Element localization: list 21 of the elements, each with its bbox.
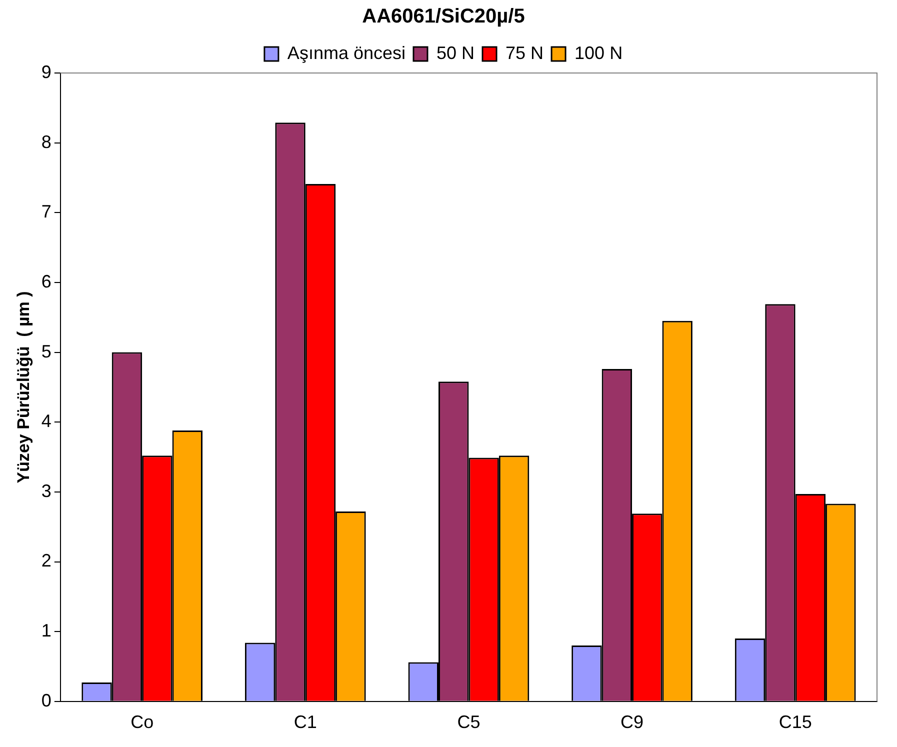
x-tick-label: C5 [457,712,480,732]
y-tick-label: 9 [41,62,52,82]
y-tick-label: 6 [41,271,52,292]
legend-label: Aşınma öncesi [287,42,406,63]
x-tick-label: C9 [620,712,644,732]
y-tick-label: 2 [41,550,52,571]
legend-label: 100 N [574,42,623,63]
x-tick-label: C1 [294,712,317,732]
y-tick-label: 5 [41,341,52,362]
y-tick-label: 4 [41,411,52,432]
y-tick-label: 8 [41,132,52,152]
x-tick-label: C15 [778,712,812,732]
legend-label: 50 N [436,42,475,63]
chart-title: AA6061/SiC20µ/5 [362,6,525,28]
x-tick-label: Co [130,712,154,732]
y-tick-label: 0 [41,690,52,710]
y-tick-label: 1 [41,620,52,641]
legend-label: 75 N [506,42,544,63]
y-axis-title: Yüzey Pürüzlüğü ( µm ) [14,291,33,484]
y-tick-label: 3 [41,480,52,501]
y-tick-label: 7 [41,202,52,222]
